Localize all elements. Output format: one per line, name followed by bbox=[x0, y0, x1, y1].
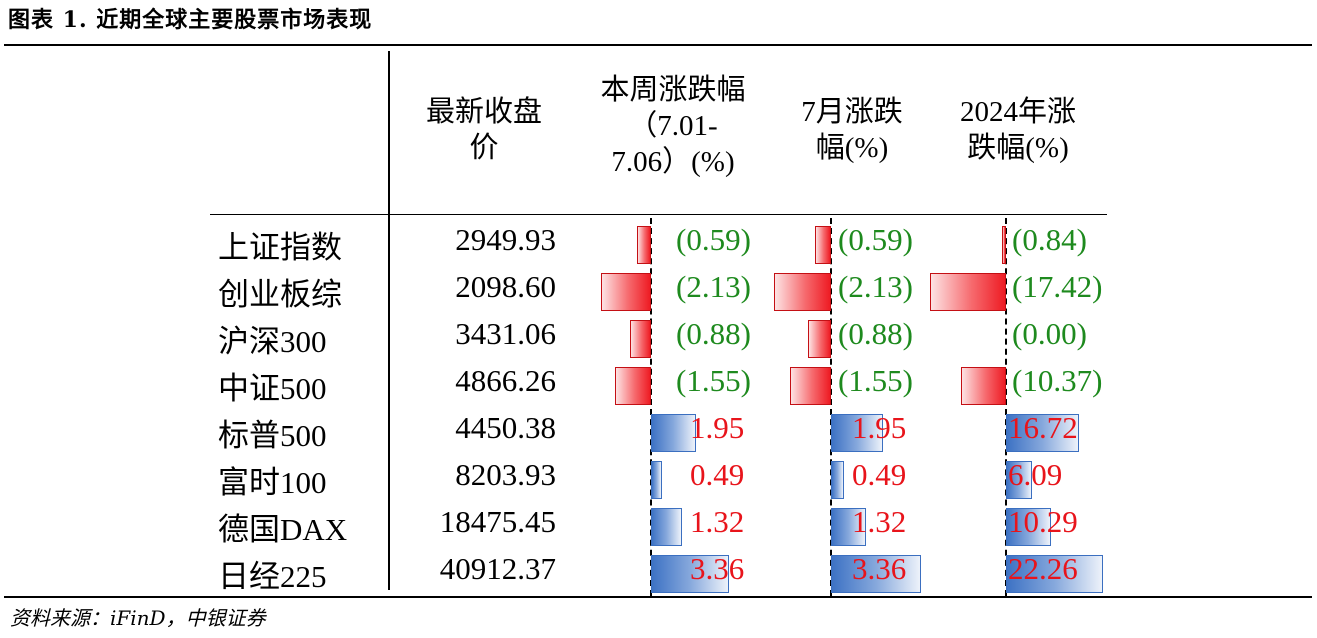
month-change-value: 3.36 bbox=[852, 551, 907, 586]
header-divider bbox=[210, 214, 1107, 215]
figure-title: 图表 1. 近期全球主要股票市场表现 bbox=[8, 7, 373, 33]
month-data-bar bbox=[831, 461, 845, 499]
row-index-name: 创业板综 bbox=[218, 277, 342, 312]
week-data-bar bbox=[651, 414, 697, 452]
ytd-change-value: (0.84) bbox=[1012, 222, 1087, 257]
week-change-value: 0.49 bbox=[690, 457, 745, 492]
month-data-bar bbox=[774, 273, 831, 311]
row-close-price: 2949.93 bbox=[455, 222, 556, 257]
week-data-bar bbox=[630, 320, 651, 358]
month-data-bar bbox=[831, 555, 921, 593]
ytd-change-value: (0.00) bbox=[1012, 316, 1087, 351]
month-change-value: (0.59) bbox=[838, 222, 913, 257]
ytd-data-bar bbox=[930, 273, 1006, 311]
week-change-value: (1.55) bbox=[676, 363, 751, 398]
week-data-bar bbox=[637, 226, 651, 264]
row-close-price: 40912.37 bbox=[439, 551, 556, 586]
ytd-data-bar bbox=[1006, 414, 1079, 452]
row-index-name: 上证指数 bbox=[218, 230, 342, 265]
week-data-bar bbox=[651, 555, 730, 593]
week-change-value: 3.36 bbox=[690, 551, 745, 586]
row-close-price: 4866.26 bbox=[455, 363, 556, 398]
ytd-data-bar bbox=[1006, 508, 1051, 546]
month-data-bar bbox=[831, 414, 884, 452]
ytd-change-value: (10.37) bbox=[1012, 363, 1103, 398]
ytd-zero-axis bbox=[1005, 218, 1007, 596]
ytd-change-value: (17.42) bbox=[1012, 269, 1103, 304]
ytd-change-value: 16.72 bbox=[1008, 410, 1078, 445]
row-index-name: 德国DAX bbox=[218, 512, 348, 547]
month-change-value: (0.88) bbox=[838, 316, 913, 351]
row-index-name: 中证500 bbox=[218, 371, 327, 406]
month-data-bar bbox=[789, 367, 831, 405]
column-divider bbox=[388, 51, 390, 590]
row-index-name: 富时100 bbox=[218, 465, 327, 500]
row-close-price: 18475.45 bbox=[439, 504, 556, 539]
week-change-value: (2.13) bbox=[676, 269, 751, 304]
week-data-bar bbox=[614, 367, 651, 405]
week-change-value: (0.59) bbox=[676, 222, 751, 257]
month-change-value: 1.32 bbox=[852, 504, 907, 539]
ytd-change-value: 6.09 bbox=[1008, 457, 1063, 492]
week-data-bar bbox=[651, 508, 682, 546]
ytd-change-value: 10.29 bbox=[1008, 504, 1078, 539]
week-data-bar bbox=[601, 273, 651, 311]
header-month-change: 7月涨跌 幅(%) bbox=[801, 96, 903, 164]
month-zero-axis bbox=[830, 218, 832, 596]
header-week-change: 本周涨跌幅 （7.01- 7.06）(%) bbox=[600, 74, 746, 178]
ytd-data-bar bbox=[1006, 461, 1033, 499]
week-zero-axis bbox=[650, 218, 652, 596]
ytd-data-bar bbox=[1002, 226, 1006, 264]
row-close-price: 2098.60 bbox=[455, 269, 556, 304]
row-index-name: 标普500 bbox=[218, 418, 327, 453]
source-note: 资料来源：iFinD，中银证券 bbox=[10, 606, 266, 630]
top-rule bbox=[4, 44, 1312, 46]
ytd-data-bar bbox=[1006, 555, 1103, 593]
header-close: 最新收盘 价 bbox=[425, 96, 542, 164]
month-change-value: (1.55) bbox=[838, 363, 913, 398]
header-ytd-change: 2024年涨 跌幅(%) bbox=[959, 96, 1076, 164]
row-close-price: 8203.93 bbox=[455, 457, 556, 492]
row-index-name: 日经225 bbox=[218, 559, 327, 594]
month-change-value: (2.13) bbox=[838, 269, 913, 304]
month-data-bar bbox=[807, 320, 831, 358]
bottom-rule bbox=[4, 596, 1312, 598]
month-data-bar bbox=[815, 226, 831, 264]
ytd-change-value: 22.26 bbox=[1008, 551, 1078, 586]
ytd-data-bar bbox=[960, 367, 1006, 405]
week-change-value: 1.32 bbox=[690, 504, 745, 539]
week-change-value: 1.95 bbox=[690, 410, 745, 445]
row-index-name: 沪深300 bbox=[218, 324, 327, 359]
month-change-value: 1.95 bbox=[852, 410, 907, 445]
month-data-bar bbox=[831, 508, 867, 546]
month-change-value: 0.49 bbox=[852, 457, 907, 492]
row-close-price: 3431.06 bbox=[455, 316, 556, 351]
week-change-value: (0.88) bbox=[676, 316, 751, 351]
week-data-bar bbox=[651, 461, 663, 499]
row-close-price: 4450.38 bbox=[455, 410, 556, 445]
